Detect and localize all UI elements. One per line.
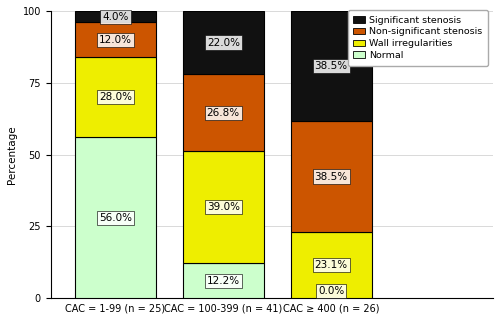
Text: 56.0%: 56.0%: [99, 213, 132, 223]
Text: 12.2%: 12.2%: [206, 276, 240, 286]
Text: 39.0%: 39.0%: [207, 202, 240, 212]
Bar: [183, 74, 264, 151]
Text: 22.0%: 22.0%: [207, 37, 240, 48]
Bar: [183, 263, 264, 298]
Text: 12.0%: 12.0%: [99, 35, 132, 45]
Text: 38.5%: 38.5%: [314, 61, 348, 71]
Text: 23.1%: 23.1%: [314, 260, 348, 270]
Bar: [290, 232, 372, 298]
Bar: [290, 11, 372, 121]
Bar: [75, 22, 156, 57]
Bar: [75, 137, 156, 298]
Bar: [75, 11, 156, 22]
Text: 38.5%: 38.5%: [314, 172, 348, 181]
Text: 28.0%: 28.0%: [99, 92, 132, 102]
Text: 4.0%: 4.0%: [102, 12, 128, 22]
Bar: [75, 57, 156, 137]
Text: 0.0%: 0.0%: [318, 286, 344, 296]
Bar: [290, 121, 372, 232]
Text: 26.8%: 26.8%: [206, 108, 240, 118]
Y-axis label: Percentage: Percentage: [7, 125, 17, 184]
Bar: [183, 151, 264, 263]
Bar: [183, 11, 264, 74]
Legend: Significant stenosis, Non-significant stenosis, Wall irregularities, Normal: Significant stenosis, Non-significant st…: [348, 10, 488, 66]
